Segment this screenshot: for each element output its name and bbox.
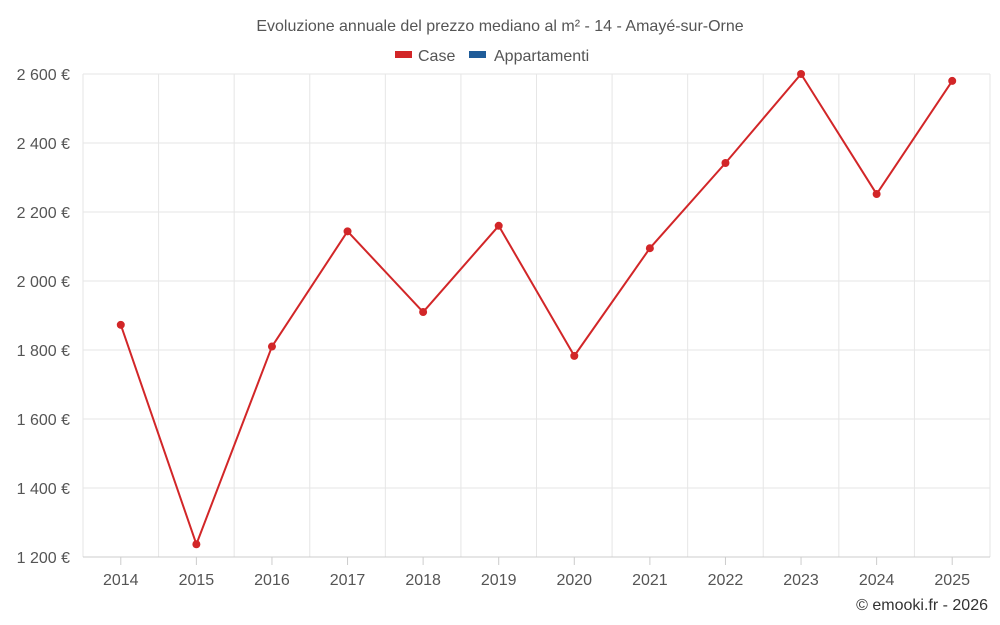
x-tick-label: 2018 bbox=[405, 572, 441, 589]
data-point-case bbox=[267, 342, 276, 351]
y-tick-label: 1 600 € bbox=[17, 412, 70, 429]
x-axis: 2014 2015 2016 2017 2018 2019 2020 2021 2022 2023… bbox=[83, 556, 990, 589]
data-point-case bbox=[192, 540, 201, 549]
legend-swatch-appartamenti bbox=[469, 51, 486, 58]
data-point-case bbox=[948, 76, 957, 85]
x-tick-label: 2019 bbox=[481, 572, 517, 589]
y-axis: 1 200 € 1 400 € 1 600 € 1 800 € 2 000 € 2 200… bbox=[17, 67, 70, 567]
y-tick-label: 2 600 € bbox=[17, 67, 70, 84]
chart-title: Evoluzione annuale del prezzo mediano al… bbox=[256, 18, 743, 35]
x-tick-label: 2022 bbox=[708, 572, 744, 589]
y-tick-label: 2 400 € bbox=[17, 136, 70, 153]
legend-label-case: Case bbox=[418, 48, 455, 65]
legend-swatch-case bbox=[395, 51, 412, 58]
series-case bbox=[116, 70, 957, 549]
y-tick-label: 2 200 € bbox=[17, 205, 70, 222]
y-tick-label: 1 800 € bbox=[17, 343, 70, 360]
x-tick-label: 2017 bbox=[330, 572, 366, 589]
x-tick-label: 2016 bbox=[254, 572, 290, 589]
y-tick-label: 2 000 € bbox=[17, 274, 70, 291]
data-point-case bbox=[494, 221, 503, 230]
data-point-case bbox=[645, 244, 654, 253]
x-tick-label: 2015 bbox=[179, 572, 215, 589]
legend-label-appartamenti: Appartamenti bbox=[494, 48, 589, 65]
x-tick-label: 2021 bbox=[632, 572, 668, 589]
x-tick-label: 2025 bbox=[934, 572, 970, 589]
y-tick-label: 1 200 € bbox=[17, 550, 70, 567]
data-point-case bbox=[797, 70, 806, 78]
legend-item-case[interactable]: Case bbox=[395, 48, 455, 65]
series-line-case bbox=[119, 73, 954, 546]
credit-text: © emooki.fr - 2026 bbox=[856, 597, 988, 614]
data-point-case bbox=[570, 351, 579, 360]
data-point-case bbox=[721, 159, 730, 168]
data-point-case bbox=[116, 320, 125, 329]
x-tick-label: 2024 bbox=[859, 572, 895, 589]
data-point-case bbox=[343, 227, 352, 236]
y-tick-label: 1 400 € bbox=[17, 481, 70, 498]
data-point-case bbox=[419, 308, 428, 317]
x-tick-label: 2023 bbox=[783, 572, 819, 589]
legend-item-appartamenti[interactable]: Appartamenti bbox=[469, 48, 589, 65]
data-point-case bbox=[872, 190, 881, 199]
x-tick-label: 2014 bbox=[103, 572, 139, 589]
legend: Case Appartamenti bbox=[395, 48, 589, 65]
x-gridlines bbox=[82, 74, 991, 557]
x-tick-label: 2020 bbox=[556, 572, 592, 589]
